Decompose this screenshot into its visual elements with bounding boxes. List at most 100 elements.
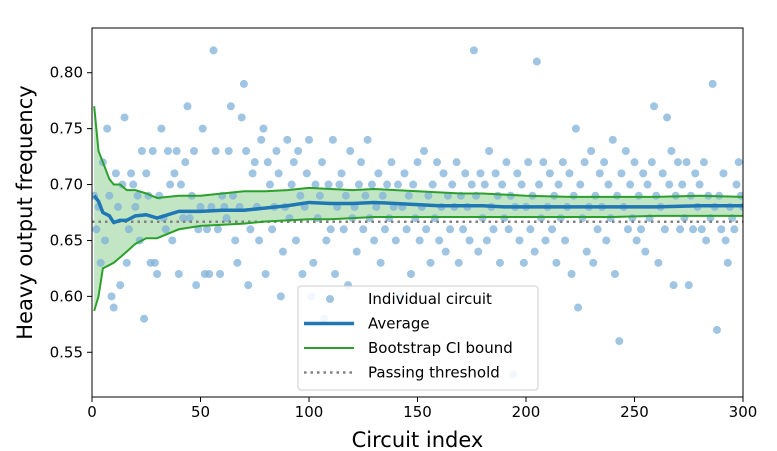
scatter-point	[732, 180, 741, 189]
scatter-point	[454, 258, 463, 267]
scatter-point	[205, 270, 214, 278]
scatter-point	[120, 113, 129, 122]
scatter-point	[103, 124, 112, 133]
scatter-point	[665, 180, 674, 189]
scatter-point	[231, 236, 240, 245]
scatter-point	[526, 225, 535, 234]
scatter-point	[341, 191, 350, 200]
scatter-point	[111, 169, 120, 178]
scatter-point	[322, 236, 331, 245]
scatter-point	[513, 169, 522, 178]
scatter-point	[632, 236, 641, 245]
scatter-point	[565, 169, 574, 178]
legend-label: Passing threshold	[368, 364, 500, 382]
scatter-point	[567, 270, 576, 278]
scatter-point	[324, 180, 333, 189]
scatter-point	[717, 225, 726, 234]
scatter-point	[302, 169, 311, 178]
scatter-point	[183, 102, 192, 111]
scatter-point	[684, 281, 693, 290]
scatter-point	[133, 191, 142, 200]
scatter-point	[400, 169, 409, 178]
scatter-point	[676, 225, 685, 234]
scatter-point	[203, 225, 212, 234]
scatter-point	[239, 79, 248, 88]
x-tick-label: 300	[729, 403, 758, 421]
scatter-point	[482, 236, 491, 245]
scatter-point	[289, 158, 298, 167]
scatter-point	[287, 180, 296, 189]
scatter-point	[660, 225, 669, 234]
scatter-point	[248, 169, 257, 178]
scatter-point	[426, 258, 435, 267]
legend-label: Individual circuit	[368, 290, 492, 308]
scatter-point	[137, 147, 146, 155]
scatter-point	[574, 303, 583, 312]
scatter-point	[682, 158, 691, 167]
scatter-point	[673, 158, 682, 167]
scatter-point	[257, 135, 266, 144]
scatter-point	[532, 57, 541, 66]
scatter-point	[311, 180, 320, 189]
scatter-point	[278, 247, 287, 256]
scatter-point	[192, 281, 201, 290]
legend-item: Bootstrap CI bound	[304, 339, 513, 357]
scatter-point	[428, 180, 437, 189]
legend-item: Passing threshold	[304, 364, 500, 382]
scatter-point	[669, 281, 678, 290]
scatter-point	[207, 202, 216, 211]
scatter-point	[391, 236, 400, 245]
scatter-point	[276, 292, 285, 301]
scatter-point	[723, 258, 732, 267]
scatter-point	[131, 202, 140, 211]
scatter-point	[548, 225, 557, 234]
scatter-point	[524, 158, 533, 167]
scatter-point	[213, 225, 222, 234]
scatter-point	[142, 169, 151, 178]
legend-item: Individual circuit	[326, 290, 492, 308]
ci-lower-line	[93, 214, 743, 312]
y-tick-label: 0.75	[50, 120, 83, 138]
scatter-point	[122, 258, 131, 267]
scatter-point	[274, 169, 283, 178]
scatter-point	[519, 258, 528, 267]
scatter-point	[608, 135, 617, 144]
scatter-point	[140, 314, 149, 323]
scatter-point	[420, 147, 429, 155]
scatter-point	[439, 169, 448, 178]
scatter-point	[118, 180, 127, 189]
scatter-point	[224, 147, 233, 155]
scatter-point	[328, 135, 337, 144]
x-tick-label: 100	[295, 403, 324, 421]
scatter-point	[502, 158, 511, 167]
scatter-point	[569, 191, 578, 200]
scatter-point	[650, 102, 659, 111]
scatter-point	[242, 147, 251, 155]
scatter-point	[361, 191, 370, 200]
scatter-point	[610, 270, 619, 278]
scatter-point	[370, 236, 379, 245]
scatter-point	[474, 247, 483, 256]
scatter-point	[587, 147, 596, 155]
scatter-point	[181, 158, 190, 167]
legend-label: Bootstrap CI bound	[368, 339, 513, 357]
scatter-point	[96, 258, 105, 267]
scatter-point	[643, 180, 652, 189]
scatter-point	[326, 225, 335, 234]
scatter-point	[678, 180, 687, 189]
scatter-point	[309, 258, 318, 267]
scatter-point	[446, 225, 455, 234]
scatter-point	[298, 270, 307, 278]
scatter-point	[337, 169, 346, 178]
scatter-point	[352, 247, 361, 256]
ci-upper-line	[93, 106, 743, 199]
scatter-point	[291, 236, 300, 245]
scatter-point	[380, 225, 389, 234]
scatter-point	[582, 247, 591, 256]
scatter-point	[637, 225, 646, 234]
scatter-point	[721, 236, 730, 245]
scatter-point	[354, 180, 363, 189]
scatter-point	[402, 225, 411, 234]
scatter-point	[166, 180, 175, 189]
